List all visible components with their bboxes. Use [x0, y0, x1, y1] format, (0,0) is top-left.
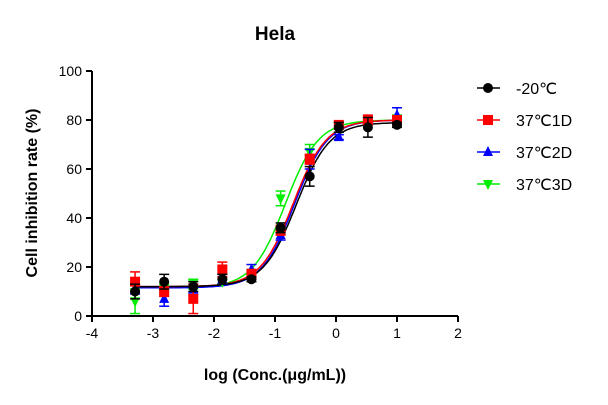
- chart-title: Hela: [255, 24, 296, 45]
- triangle-down-marker: [483, 180, 493, 190]
- circle-marker: [246, 274, 257, 285]
- square-marker: [483, 115, 493, 125]
- x-tick-label: -4: [86, 325, 99, 341]
- legend-item: -20℃: [477, 81, 557, 98]
- data-point: [333, 121, 344, 133]
- circle-marker: [304, 171, 315, 182]
- circle-marker: [188, 281, 199, 292]
- legend-label: 37℃3D: [516, 177, 572, 194]
- legend-label: -20℃: [516, 81, 557, 98]
- data-point: [304, 153, 315, 165]
- square-marker: [159, 286, 170, 297]
- y-tick-label: 60: [66, 161, 82, 177]
- y-tick-label: 0: [74, 308, 82, 324]
- circle-marker: [483, 83, 493, 93]
- data-point: [217, 273, 228, 285]
- x-axis-label: log (Conc.(μg/mL)): [204, 367, 346, 384]
- square-marker: [188, 293, 199, 304]
- y-tick-label: 40: [66, 210, 82, 226]
- data-points: [130, 107, 402, 315]
- circle-marker: [217, 274, 228, 285]
- legend-item: 37℃3D: [477, 177, 572, 194]
- circle-marker: [130, 286, 141, 297]
- fit-curves: [135, 119, 397, 289]
- circle-marker: [275, 222, 286, 233]
- y-tick-label: 20: [66, 259, 82, 275]
- legend-label: 37℃2D: [516, 145, 572, 162]
- triangle-up-marker: [483, 146, 493, 156]
- legend-item: 37℃1D: [477, 113, 572, 130]
- x-tick-label: 1: [393, 325, 401, 341]
- triangle-down-marker: [275, 194, 286, 205]
- x-tick-label: -3: [147, 325, 160, 341]
- triangle-up-marker: [333, 131, 344, 142]
- legend-item: 37℃2D: [477, 145, 572, 162]
- legend-label: 37℃1D: [516, 113, 572, 130]
- square-marker: [304, 154, 315, 165]
- data-point: [188, 280, 199, 293]
- triangle-down-marker: [130, 297, 141, 308]
- triangle-up-marker: [159, 292, 170, 303]
- data-point: [333, 131, 344, 142]
- y-tick-label: 80: [66, 112, 82, 128]
- data-point: [246, 274, 257, 285]
- data-point: [275, 222, 286, 234]
- circle-marker: [159, 276, 170, 287]
- x-tick-label: 0: [332, 325, 340, 341]
- data-point: [362, 116, 373, 138]
- x-tick-label: -2: [208, 325, 221, 341]
- data-point: [275, 190, 286, 207]
- circle-marker: [392, 119, 402, 130]
- square-marker: [130, 276, 141, 287]
- y-tick-label: 100: [59, 63, 83, 79]
- circle-marker: [362, 122, 373, 133]
- fit-curve: [135, 119, 397, 289]
- legend: -20℃ 37℃1D 37℃2D 37℃3D: [477, 81, 572, 194]
- data-point: [392, 119, 402, 130]
- y-axis-label: Cell inhibition rate (%): [24, 109, 41, 278]
- x-tick-label: -1: [269, 325, 282, 341]
- square-marker: [217, 264, 228, 275]
- data-point: [304, 165, 315, 187]
- fit-curve: [135, 122, 397, 288]
- data-point: [130, 283, 141, 300]
- x-tick-label: 2: [454, 325, 462, 341]
- data-point: [159, 273, 170, 290]
- circle-marker: [333, 122, 344, 133]
